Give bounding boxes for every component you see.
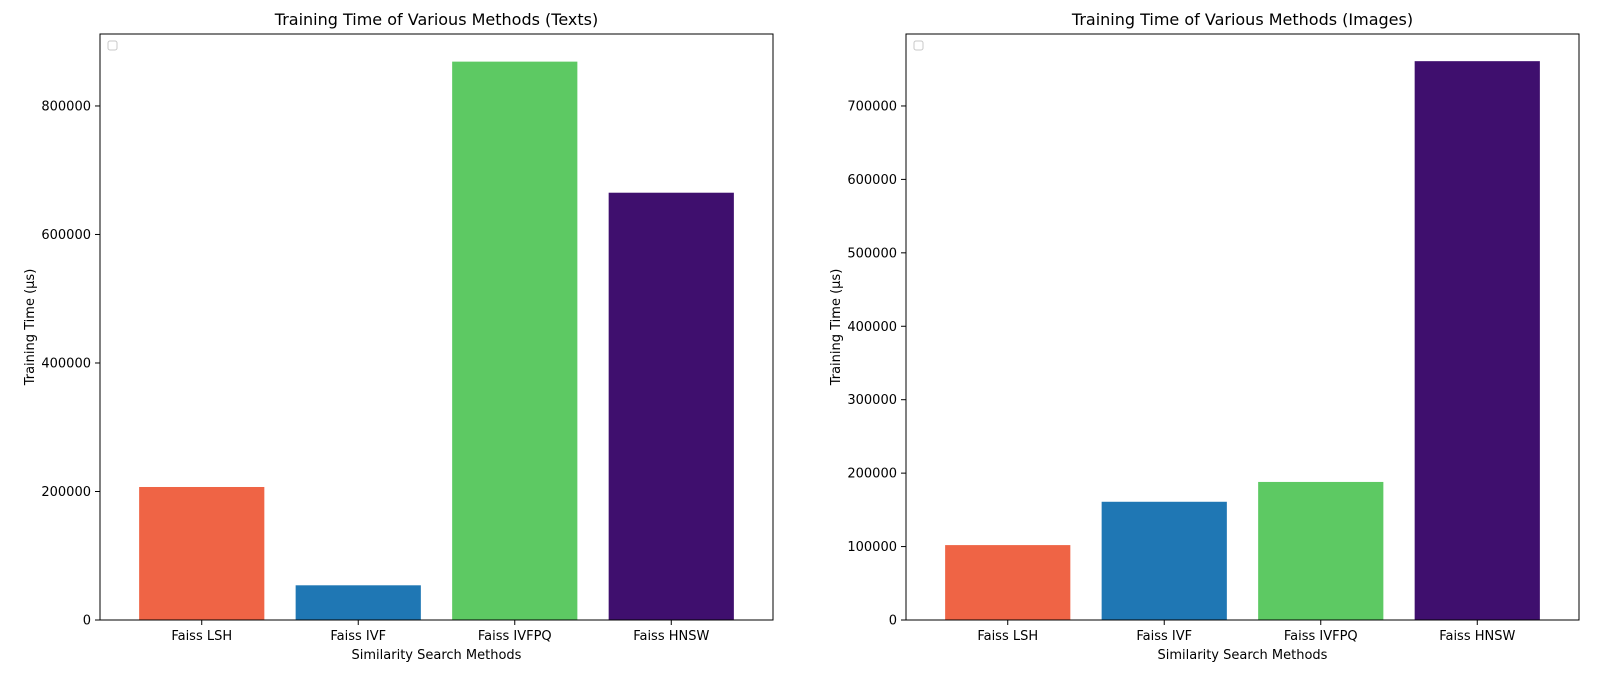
bar-faiss-hnsw [608, 192, 734, 620]
chart-title: Training Time of Various Methods (Images… [1071, 10, 1413, 29]
x-tick-label: Faiss LSH [171, 629, 232, 644]
x-tick-label: Faiss IVFPQ [1284, 629, 1358, 644]
bar-faiss-lsh [945, 545, 1071, 620]
bar-faiss-ivfpq [1258, 481, 1384, 620]
bar-faiss-lsh [139, 486, 265, 620]
x-tick-label: Faiss HNSW [633, 629, 709, 644]
y-tick-label: 500000 [847, 246, 897, 261]
y-tick-label: 200000 [847, 467, 897, 482]
y-tick-label: 700000 [847, 99, 897, 114]
bar-faiss-ivf [295, 585, 421, 620]
y-tick-label: 0 [889, 614, 897, 629]
y-tick-label: 400000 [847, 320, 897, 335]
plot-frame [99, 33, 774, 621]
y-tick-label: 100000 [847, 540, 897, 555]
y-tick-label: 400000 [41, 356, 91, 371]
y-tick-label: 0 [83, 614, 91, 629]
legend-box [107, 40, 118, 51]
x-tick-label: Faiss IVF [330, 629, 386, 644]
plot-frame [905, 33, 1580, 621]
y-tick-label: 800000 [41, 99, 91, 114]
y-tick-label: 200000 [41, 485, 91, 500]
chart-title: Training Time of Various Methods (Texts) [274, 10, 598, 29]
x-tick-label: Faiss HNSW [1439, 629, 1515, 644]
x-tick-label: Faiss IVF [1136, 629, 1192, 644]
bar-faiss-ivf [1101, 501, 1227, 620]
x-tick-label: Faiss IVFPQ [478, 629, 552, 644]
legend-box [913, 40, 924, 51]
bar-faiss-ivfpq [452, 61, 578, 620]
chart-texts: Faiss LSH Faiss IVF Faiss IVFPQ Faiss HNSW 0… [23, 10, 774, 663]
bar-faiss-hnsw [1414, 61, 1540, 621]
x-axis-label: Similarity Search Methods [352, 648, 522, 663]
y-tick-label: 600000 [847, 173, 897, 188]
y-tick-label: 600000 [41, 228, 91, 243]
chart-images: Faiss LSH Faiss IVF Faiss IVFPQ Faiss HNSW 0… [829, 10, 1580, 663]
x-axis-label: Similarity Search Methods [1158, 648, 1328, 663]
x-tick-label: Faiss LSH [977, 629, 1038, 644]
y-axis-label: Training Time (μs) [23, 269, 38, 387]
y-tick-label: 300000 [847, 393, 897, 408]
y-axis-label: Training Time (μs) [829, 269, 844, 387]
